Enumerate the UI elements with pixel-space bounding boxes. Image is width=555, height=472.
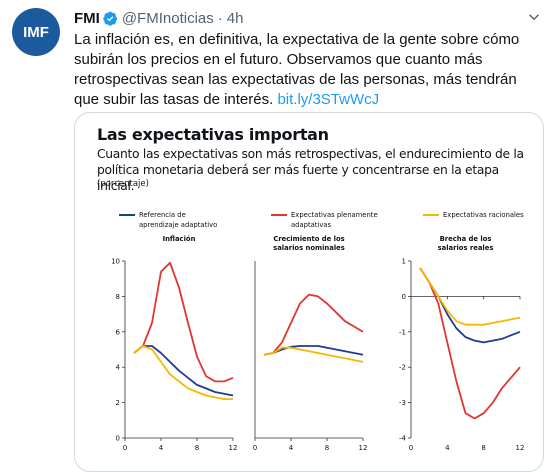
tweet-body: La inflación es, en definitiva, la expec… xyxy=(74,31,520,108)
panel-title: Inflación xyxy=(163,235,196,243)
tweet-header: FMI @FMInoticias · 4h xyxy=(74,8,543,28)
avatar[interactable]: IMF xyxy=(12,8,60,56)
tweet-link[interactable]: bit.ly/3STwWcJ xyxy=(277,91,380,108)
x-tick-label: 8 xyxy=(195,444,199,452)
x-tick-label: 8 xyxy=(481,444,485,452)
y-tick-label: -3 xyxy=(399,399,406,407)
x-tick-label: 0 xyxy=(253,444,257,452)
chevron-down-icon[interactable] xyxy=(525,8,543,26)
charts-svg: Referencia de aprendizaje adaptativo Expec… xyxy=(111,211,525,452)
y-tick-label: 1 xyxy=(402,258,406,266)
avatar-text: IMF xyxy=(23,23,49,41)
author-handle[interactable]: @FMInoticias xyxy=(121,9,214,27)
x-tick-label: 8 xyxy=(325,444,329,452)
x-tick-label: 12 xyxy=(516,444,525,452)
series-line xyxy=(419,267,521,420)
author-name[interactable]: FMI xyxy=(74,9,100,27)
panel-title: Brecha de los xyxy=(440,235,492,243)
series-line xyxy=(263,293,364,356)
tweet-time[interactable]: 4h xyxy=(226,9,244,27)
x-tick-label: 4 xyxy=(289,444,294,452)
y-tick-label: -4 xyxy=(399,435,407,443)
x-tick-label: 0 xyxy=(409,444,413,452)
series-line xyxy=(133,261,234,383)
x-tick-label: 4 xyxy=(159,444,164,452)
legend-label: Expectativas racionales xyxy=(443,211,524,219)
panel-title: salarios nominales xyxy=(273,244,345,252)
series-line xyxy=(263,346,364,363)
series-line xyxy=(133,345,234,397)
y-tick-label: 8 xyxy=(116,293,120,301)
y-tick-label: 0 xyxy=(402,293,406,301)
y-tick-label: -2 xyxy=(399,364,406,372)
figure-title: Las expectativas importan xyxy=(97,125,329,144)
y-tick-label: -1 xyxy=(399,328,406,336)
series-line xyxy=(133,345,233,401)
panel-title: Crecimiento de los xyxy=(273,235,344,243)
x-tick-label: 12 xyxy=(359,444,368,452)
x-tick-label: 4 xyxy=(445,444,450,452)
y-tick-label: 2 xyxy=(116,399,120,407)
x-tick-label: 0 xyxy=(123,444,127,452)
panel-title: salarios reales xyxy=(438,244,494,252)
separator-dot: · xyxy=(217,9,223,27)
y-tick-label: 10 xyxy=(111,258,120,266)
y-tick-label: 6 xyxy=(116,328,121,336)
legend-label: aprendizaje adaptativo xyxy=(139,221,217,229)
series-line xyxy=(263,345,364,356)
verified-badge-icon xyxy=(103,11,117,26)
series-line xyxy=(419,267,521,326)
y-tick-label: 0 xyxy=(116,435,120,443)
series-line xyxy=(419,267,521,344)
legend-label: adaptativas xyxy=(291,221,332,229)
legend-label: Referencia de xyxy=(139,211,186,219)
y-tick-label: 4 xyxy=(116,364,121,372)
figure-subtitle: Cuanto las expectativas son más retrospe… xyxy=(97,147,524,193)
legend-label: Expectativas plenamente xyxy=(291,211,378,219)
media-card[interactable]: Las expectativas importan Cuanto las exp… xyxy=(74,112,544,472)
x-tick-label: 12 xyxy=(229,444,238,452)
tweet-text: La inflación es, en definitiva, la expec… xyxy=(74,30,536,110)
figure-unit: (porcentaje) xyxy=(97,179,149,189)
